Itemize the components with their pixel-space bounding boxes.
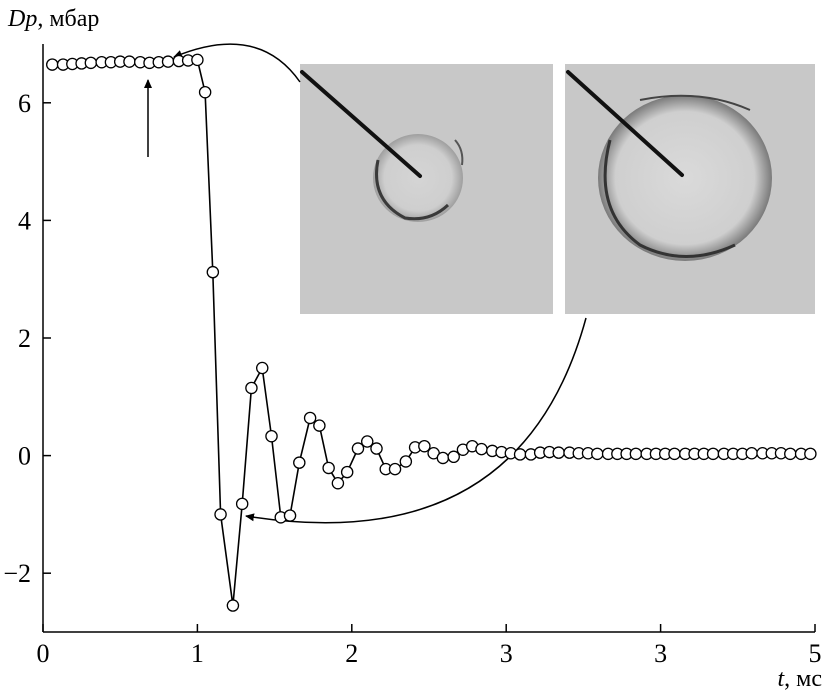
y-axis-label-unit: , мбар bbox=[37, 6, 99, 32]
y-tick-label: 4 bbox=[18, 206, 31, 235]
data-point bbox=[804, 447, 817, 461]
data-point bbox=[784, 447, 797, 461]
x-axis-label: t, мс bbox=[777, 666, 822, 691]
data-point bbox=[255, 361, 269, 375]
data-point bbox=[235, 497, 249, 511]
data-point bbox=[245, 381, 258, 395]
connector-arrow-large-bubble bbox=[245, 317, 587, 524]
connector-arrow-small-bubble bbox=[173, 43, 301, 83]
y-ticks: −2 0 2 4 6 bbox=[3, 89, 51, 588]
data-point bbox=[418, 439, 431, 453]
data-point bbox=[46, 58, 59, 71]
data-point bbox=[388, 462, 402, 476]
y-axis-label-var: Dp bbox=[7, 6, 37, 32]
data-point bbox=[283, 509, 297, 522]
x-tick-label: 2 bbox=[345, 639, 358, 668]
y-tick-label: 6 bbox=[18, 89, 31, 118]
data-point bbox=[322, 461, 335, 475]
data-point bbox=[513, 448, 527, 461]
y-tick-label: 2 bbox=[18, 324, 31, 353]
x-tick-label: 1 bbox=[191, 639, 204, 668]
data-point bbox=[399, 455, 413, 468]
data-point bbox=[370, 442, 383, 455]
y-tick-label: 0 bbox=[18, 442, 31, 471]
x-axis-label-unit: , мс bbox=[784, 666, 822, 691]
data-point bbox=[475, 442, 488, 456]
y-axis-label: Dp, мбар bbox=[7, 6, 99, 32]
data-point bbox=[360, 435, 374, 448]
inset-photo-large-bubble bbox=[565, 64, 815, 314]
data-point bbox=[629, 447, 643, 461]
data-point bbox=[265, 429, 278, 443]
inset-photo-small-bubble bbox=[300, 64, 553, 314]
data-point bbox=[668, 447, 681, 461]
y-tick-label: −2 bbox=[3, 559, 31, 588]
data-point bbox=[226, 599, 240, 612]
data-point bbox=[745, 446, 758, 460]
data-point bbox=[123, 55, 136, 68]
data-point bbox=[436, 451, 450, 465]
data-point bbox=[351, 442, 365, 455]
x-tick-label: 3 bbox=[654, 639, 667, 668]
data-point bbox=[198, 85, 212, 99]
x-tick-label: 5 bbox=[809, 639, 822, 668]
data-point bbox=[206, 265, 220, 279]
data-point bbox=[214, 508, 227, 521]
data-point bbox=[447, 450, 460, 464]
data-point bbox=[303, 411, 317, 425]
data-point bbox=[84, 56, 98, 70]
data-point bbox=[191, 53, 204, 67]
x-ticks: 0 1 2 3 3 5 bbox=[37, 624, 822, 668]
x-tick-label: 0 bbox=[37, 639, 50, 668]
data-point bbox=[293, 456, 306, 469]
x-axis-label-var: t bbox=[777, 666, 785, 691]
data-point bbox=[340, 465, 354, 479]
data-point bbox=[552, 446, 565, 459]
data-point bbox=[706, 447, 720, 461]
data-point bbox=[331, 476, 345, 490]
data-point bbox=[161, 55, 175, 68]
data-point bbox=[313, 419, 326, 432]
series-points bbox=[46, 53, 817, 612]
x-tick-label: 3 bbox=[500, 639, 513, 668]
data-point bbox=[591, 447, 604, 461]
